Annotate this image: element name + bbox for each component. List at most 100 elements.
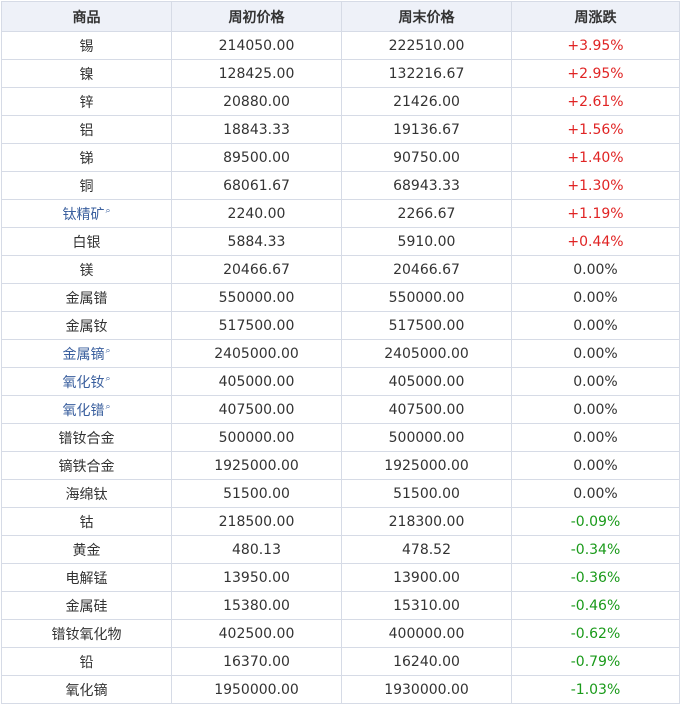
open-price: 16370.00 — [171, 647, 342, 676]
commodity-name: 铅 — [1, 647, 172, 676]
close-price: 68943.33 — [341, 171, 512, 200]
table-row: 镨钕氧化物 402500.00 400000.00 -0.62% — [1, 619, 680, 648]
commodity-name[interactable]: 钛精矿⌕ — [1, 199, 172, 228]
close-price: 1925000.00 — [341, 451, 512, 480]
search-icon[interactable]: ⌕ — [105, 205, 111, 216]
table-row: 电解锰 13950.00 13900.00 -0.36% — [1, 563, 680, 592]
commodity-name: 锡 — [1, 31, 172, 60]
commodity-name-text[interactable]: 金属镝 — [62, 346, 105, 363]
close-price: 13900.00 — [341, 563, 512, 592]
commodity-name-text: 镁 — [79, 262, 94, 279]
open-price: 2405000.00 — [171, 339, 342, 368]
weekly-change: +1.40% — [511, 143, 680, 172]
table-row: 锌 20880.00 21426.00 +2.61% — [1, 87, 680, 116]
commodity-name-text: 镨钕氧化物 — [51, 626, 122, 643]
weekly-change: 0.00% — [511, 283, 680, 312]
table-row: 金属镨 550000.00 550000.00 0.00% — [1, 283, 680, 312]
open-price: 405000.00 — [171, 367, 342, 396]
commodity-name[interactable]: 氧化镨⌕ — [1, 395, 172, 424]
close-price: 517500.00 — [341, 311, 512, 340]
close-price: 51500.00 — [341, 479, 512, 508]
header-close-price: 周末价格 — [341, 1, 512, 32]
weekly-change: +1.30% — [511, 171, 680, 200]
search-icon[interactable]: ⌕ — [105, 345, 111, 356]
close-price: 16240.00 — [341, 647, 512, 676]
header-row: 商品 周初价格 周末价格 周涨跌 — [1, 1, 680, 32]
header-name: 商品 — [1, 1, 172, 32]
commodity-name-text[interactable]: 氧化镨 — [62, 402, 105, 419]
table-row: 氧化钕⌕ 405000.00 405000.00 0.00% — [1, 367, 680, 396]
weekly-change: -0.46% — [511, 591, 680, 620]
commodity-name: 金属硅 — [1, 591, 172, 620]
commodity-name-text: 钴 — [79, 514, 94, 531]
open-price: 550000.00 — [171, 283, 342, 312]
open-price: 5884.33 — [171, 227, 342, 256]
commodity-name: 金属钕 — [1, 311, 172, 340]
commodity-name-text: 黄金 — [72, 542, 101, 559]
weekly-change: -1.03% — [511, 675, 680, 704]
weekly-change: +1.56% — [511, 115, 680, 144]
search-icon[interactable]: ⌕ — [105, 373, 111, 384]
close-price: 478.52 — [341, 535, 512, 564]
open-price: 89500.00 — [171, 143, 342, 172]
table-row: 锡 214050.00 222510.00 +3.95% — [1, 31, 680, 60]
table-row: 金属钕 517500.00 517500.00 0.00% — [1, 311, 680, 340]
close-price: 19136.67 — [341, 115, 512, 144]
commodity-name-text: 白银 — [72, 234, 101, 251]
table-row: 镍 128425.00 132216.67 +2.95% — [1, 59, 680, 88]
commodity-name: 铝 — [1, 115, 172, 144]
table-row: 铜 68061.67 68943.33 +1.30% — [1, 171, 680, 200]
close-price: 132216.67 — [341, 59, 512, 88]
commodity-name: 海绵钛 — [1, 479, 172, 508]
commodity-name-text: 金属硅 — [65, 598, 108, 615]
close-price: 20466.67 — [341, 255, 512, 284]
open-price: 480.13 — [171, 535, 342, 564]
commodity-name-text[interactable]: 钛精矿 — [62, 206, 105, 223]
close-price: 218300.00 — [341, 507, 512, 536]
commodity-name-text: 铜 — [79, 178, 94, 195]
table-row: 镨钕合金 500000.00 500000.00 0.00% — [1, 423, 680, 452]
open-price: 128425.00 — [171, 59, 342, 88]
table-row: 钴 218500.00 218300.00 -0.09% — [1, 507, 680, 536]
open-price: 2240.00 — [171, 199, 342, 228]
close-price: 15310.00 — [341, 591, 512, 620]
open-price: 1950000.00 — [171, 675, 342, 704]
commodity-name-text: 铝 — [79, 122, 94, 139]
open-price: 407500.00 — [171, 395, 342, 424]
table-row: 氧化镨⌕ 407500.00 407500.00 0.00% — [1, 395, 680, 424]
close-price: 405000.00 — [341, 367, 512, 396]
commodity-name[interactable]: 氧化钕⌕ — [1, 367, 172, 396]
commodity-name: 镁 — [1, 255, 172, 284]
commodity-name: 白银 — [1, 227, 172, 256]
close-price: 2405000.00 — [341, 339, 512, 368]
weekly-change: -0.79% — [511, 647, 680, 676]
search-icon[interactable]: ⌕ — [105, 401, 111, 412]
table-row: 铅 16370.00 16240.00 -0.79% — [1, 647, 680, 676]
header-open-price: 周初价格 — [171, 1, 342, 32]
open-price: 20880.00 — [171, 87, 342, 116]
table-row: 海绵钛 51500.00 51500.00 0.00% — [1, 479, 680, 508]
commodity-name[interactable]: 金属镝⌕ — [1, 339, 172, 368]
weekly-change: 0.00% — [511, 311, 680, 340]
open-price: 18843.33 — [171, 115, 342, 144]
commodity-name-text: 金属钕 — [65, 318, 108, 335]
weekly-change: +2.61% — [511, 87, 680, 116]
commodity-name: 黄金 — [1, 535, 172, 564]
open-price: 500000.00 — [171, 423, 342, 452]
open-price: 402500.00 — [171, 619, 342, 648]
close-price: 407500.00 — [341, 395, 512, 424]
weekly-change: 0.00% — [511, 367, 680, 396]
open-price: 20466.67 — [171, 255, 342, 284]
header-weekly-change: 周涨跌 — [511, 1, 680, 32]
open-price: 68061.67 — [171, 171, 342, 200]
open-price: 517500.00 — [171, 311, 342, 340]
table-body: 锡 214050.00 222510.00 +3.95% 镍 128425.00 13221… — [1, 31, 680, 704]
open-price: 13950.00 — [171, 563, 342, 592]
weekly-change: -0.34% — [511, 535, 680, 564]
table-row: 氧化镝 1950000.00 1930000.00 -1.03% — [1, 675, 680, 704]
commodity-name: 镍 — [1, 59, 172, 88]
commodity-name-text: 锡 — [79, 38, 94, 55]
weekly-change: -0.36% — [511, 563, 680, 592]
commodity-name-text[interactable]: 氧化钕 — [62, 374, 105, 391]
